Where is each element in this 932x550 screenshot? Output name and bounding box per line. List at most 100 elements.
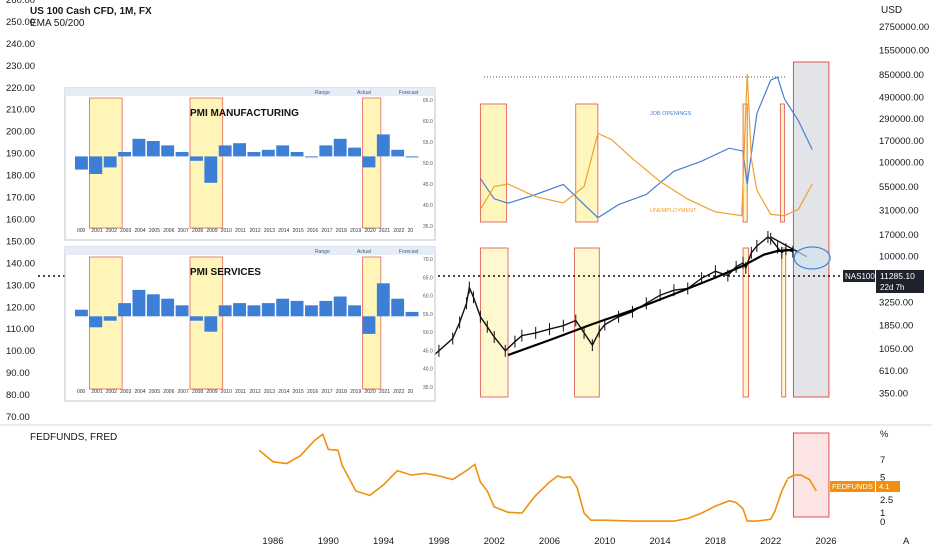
pmi-year-label: 2017 — [321, 228, 332, 234]
pmi-year-label: 2002 — [106, 228, 117, 234]
left-tick-label: 110.00 — [6, 324, 34, 335]
fedfunds-line — [258, 433, 789, 522]
pmi-tick-label: 45.0 — [423, 348, 433, 354]
pmi-year-label: 2016 — [307, 228, 318, 234]
job-openings-inset: JOB OPENINGS UNEMPLOYMENT — [479, 73, 813, 223]
pmi-year-label: 2013 — [264, 228, 275, 234]
fed-tag-symbol-bg — [830, 481, 875, 492]
left-tick-label: 180.00 — [6, 171, 35, 182]
left-price-scale[interactable]: 70.00 80.00 90.00 100.00 110.00 120.00 130.00 1… — [6, 0, 35, 423]
fed-tag-symbol: FEDFUNDS — [832, 482, 873, 491]
pmi-bar — [376, 283, 390, 317]
right-tick-label: 100000.00 — [879, 158, 924, 169]
right-tick-label: 170000.00 — [879, 136, 924, 147]
time-tick-label: 1990 — [318, 536, 339, 547]
pmi-bar — [161, 298, 175, 317]
right-tick-label: 17000.00 — [879, 230, 919, 241]
pmi-bar — [118, 303, 131, 317]
pmi-bar — [103, 316, 117, 321]
chart-symbol-title[interactable]: US 100 Cash CFD, 1M, FX — [30, 6, 152, 17]
pmi-year-label: 2021 — [379, 228, 390, 234]
pmi-year-label: 2002 — [106, 389, 117, 395]
pmi-year-label: 2003 — [120, 228, 131, 234]
fedfunds-pane[interactable] — [258, 432, 830, 522]
pmi-bar — [75, 156, 88, 170]
pmi-panel-header — [65, 247, 435, 255]
price-tag-symbol: NAS100 — [845, 272, 875, 281]
time-tick-label: 2006 — [539, 536, 560, 547]
pmi-year-label: 2005 — [149, 228, 160, 234]
pmi-tick-label: 55.0 — [423, 140, 433, 146]
unemployment-label: UNEMPLOYMENT — [650, 208, 697, 214]
right-tick-label: 31000.00 — [879, 205, 919, 216]
price-tag-symbol-bg — [843, 270, 875, 282]
fedfunds-legend[interactable]: FEDFUNDS, FRED — [30, 432, 118, 443]
pmi-year-label: 20 — [408, 389, 414, 395]
fed-tick-label: 5 — [880, 473, 885, 484]
pmi-bar — [204, 156, 218, 183]
pmi-bar — [132, 289, 146, 317]
pmi-year-label: 2011 — [235, 228, 246, 234]
left-tick-label: 200.00 — [6, 127, 35, 138]
pmi-bar — [333, 296, 347, 317]
pmi-title: PMI MANUFACTURING — [190, 108, 299, 119]
pmi-title: PMI SERVICES — [190, 267, 261, 278]
main-price-pane[interactable] — [38, 61, 876, 398]
right-tick-label: 290000.00 — [879, 114, 924, 125]
pmi-tick-label: 45.0 — [423, 182, 433, 188]
jobs-recession-highlight — [742, 103, 748, 223]
pmi-year-label: 2020 — [365, 389, 376, 395]
left-tick-label: 260.00 — [6, 0, 35, 6]
fed-tick-label: 0 — [880, 517, 885, 528]
pmi-bar — [218, 145, 232, 157]
pmi-bar — [175, 152, 189, 157]
indicator-legend[interactable]: EMA 50/200 — [30, 18, 85, 29]
ema-line — [507, 248, 793, 357]
time-tick-label: 2002 — [484, 536, 505, 547]
left-tick-label: 90.00 — [6, 368, 30, 379]
pmi-year-label: 2006 — [163, 228, 174, 234]
pmi-year-label: 2018 — [336, 228, 347, 234]
pmi-tick-label: 60.0 — [423, 294, 433, 300]
pmi-bar — [247, 152, 261, 157]
pmi-year-label: 2017 — [321, 389, 332, 395]
left-tick-label: 160.00 — [6, 214, 35, 225]
pmi-year-label: 2015 — [293, 228, 304, 234]
fed-tick-label: 1 — [880, 508, 885, 519]
left-tick-label: 170.00 — [6, 193, 35, 204]
pmi-year-label: 2019 — [350, 228, 361, 234]
pmi-bar — [362, 316, 376, 334]
pmi-year-label: 2008 — [192, 389, 203, 395]
left-tick-label: 210.00 — [6, 105, 35, 116]
pmi-year-label: 2014 — [278, 228, 289, 234]
pmi-bar — [132, 138, 146, 157]
pmi-bar — [319, 300, 333, 317]
recession-highlight — [781, 247, 787, 398]
recession-highlight — [742, 247, 749, 398]
pmi-bar — [204, 316, 218, 332]
left-tick-label: 150.00 — [6, 236, 35, 247]
left-tick-label: 100.00 — [6, 346, 35, 357]
pmi-tick-label: 55.0 — [423, 312, 433, 318]
pmi-year-label: 2019 — [350, 389, 361, 395]
left-tick-label: 130.00 — [6, 280, 35, 291]
time-tick-label: 2026 — [815, 536, 836, 547]
pmi-bar — [405, 156, 419, 158]
pmi-bar — [103, 156, 117, 168]
pmi-header-item: Range — [315, 249, 330, 255]
right-tick-label: 610.00 — [879, 366, 908, 377]
job-openings-label: JOB OPENINGS — [650, 111, 692, 117]
time-axis[interactable]: 1986 1990 1994 1998 2002 2006 2010 2014 2018 2022… — [262, 536, 910, 547]
price-tag-value: 11285.10 — [880, 271, 915, 281]
price-tags: NAS100 11285.10 22d 7h FEDFUNDS 4.1 — [830, 270, 924, 492]
left-tick-label: 230.00 — [6, 61, 35, 72]
pmi-year-label: 2012 — [250, 389, 261, 395]
pmi-bar — [276, 298, 290, 317]
right-tick-label: 490000.00 — [879, 93, 924, 104]
pmi-bar — [391, 298, 405, 317]
pmi-bar — [161, 145, 175, 157]
pmi-year-label: 2009 — [206, 228, 217, 234]
pmi-year-label: 2004 — [135, 389, 146, 395]
right-tick-label: 1850.00 — [879, 321, 913, 332]
